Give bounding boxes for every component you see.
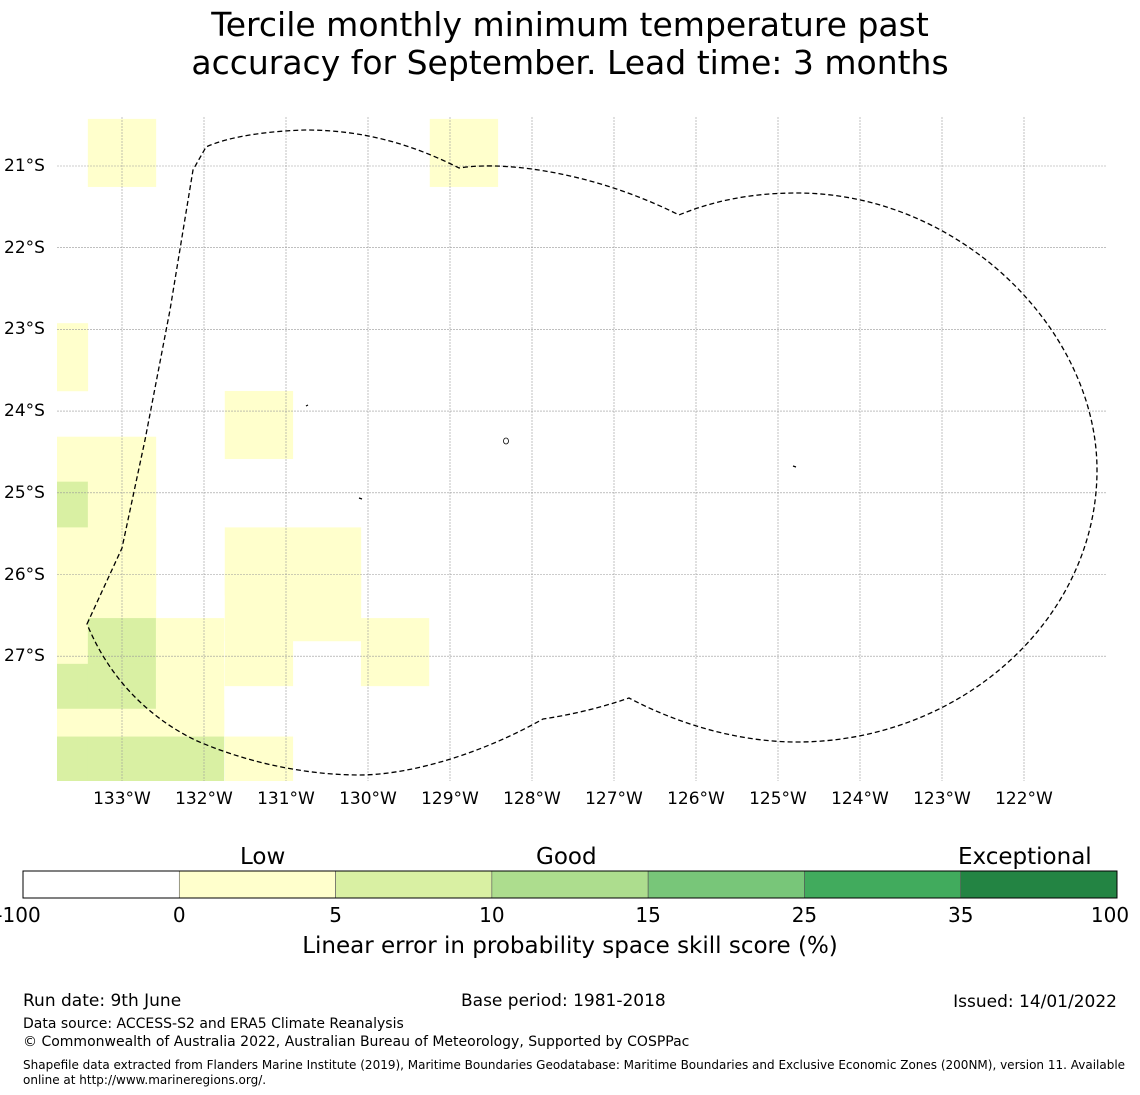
latitude-label: 26°S [4, 564, 45, 585]
colorbar-tick-label: 0 [172, 903, 186, 927]
latitude-label: 25°S [4, 482, 45, 503]
latitude-label: 22°S [4, 237, 45, 258]
colorbar-tick-label: -100 [0, 903, 41, 927]
colorbar-category-good: Good [536, 844, 597, 870]
colorbar-category-low: Low [240, 844, 286, 870]
colorbar-tick-label: 15 [635, 903, 661, 927]
heatmap-cell [224, 736, 294, 781]
heatmap-cells [57, 118, 499, 781]
colorbar-border [22, 870, 1118, 899]
issued-date: Issued: 14/01/2022 [953, 992, 1117, 1012]
colorbar-segment [178, 870, 336, 899]
colorbar-segment [335, 870, 493, 899]
colorbar-segment [804, 870, 962, 899]
colorbar-segment [491, 870, 649, 899]
copyright: © Commonwealth of Australia 2022, Austra… [23, 1034, 690, 1050]
heatmap-cell [57, 736, 89, 781]
island-shape [305, 404, 309, 407]
longitude-label: 130°W [339, 789, 397, 809]
title-line-1: Tercile monthly minimum temperature past [211, 5, 929, 44]
longitude-label: 128°W [503, 789, 561, 809]
colorbar-tick-label: 10 [479, 903, 505, 927]
colorbar-category-exceptional: Exceptional [958, 844, 1092, 870]
heatmap-cell [87, 736, 157, 781]
heatmap-cell [224, 390, 294, 460]
shapefile-credit: Shapefile data extracted from Flanders M… [23, 1058, 1126, 1087]
colorbar-label: Linear error in probability space skill … [302, 933, 838, 959]
longitude-label: 124°W [831, 789, 889, 809]
colorbar-tick-label: 5 [329, 903, 342, 927]
run-date: Run date: 9th June [23, 991, 182, 1011]
longitude-label: 123°W [913, 789, 971, 809]
colorbar-tick-label: 35 [947, 903, 974, 927]
heatmap-cell [360, 618, 430, 687]
latitude-label: 23°S [4, 319, 45, 340]
islands [305, 404, 797, 500]
heatmap-cell [292, 573, 362, 642]
colorbar [22, 870, 1118, 899]
latitude-label: 24°S [4, 401, 45, 422]
island-shape [792, 465, 797, 468]
chart-title: Tercile monthly minimum temperature past… [0, 6, 1140, 82]
longitude-label: 132°W [175, 789, 233, 809]
heatmap-cell [224, 618, 294, 687]
longitude-label: 122°W [995, 789, 1053, 809]
data-source: Data source: ACCESS-S2 and ERA5 Climate … [23, 1016, 404, 1032]
latitude-label: 21°S [4, 156, 45, 176]
longitude-label: 126°W [667, 789, 725, 809]
base-period: Base period: 1981-2018 [461, 991, 666, 1011]
graticule [57, 117, 1106, 781]
island-shape [358, 497, 363, 500]
colorbar-tick-label: 25 [791, 903, 818, 927]
colorbar-segment [22, 870, 180, 899]
island-shape [503, 437, 509, 445]
longitude-label: 131°W [257, 789, 315, 809]
heatmap-cell [429, 118, 499, 187]
latitude-label: 27°S [4, 646, 45, 667]
colorbar-segment [647, 870, 805, 899]
colorbar-segment [960, 870, 1118, 899]
longitude-label: 125°W [749, 789, 807, 809]
longitude-label: 133°W [93, 789, 151, 809]
heatmap-cell [57, 323, 89, 392]
eez-boundary-line [86, 129, 1098, 776]
longitude-label: 127°W [585, 789, 643, 809]
colorbar-tick-label: 100 [1090, 903, 1130, 927]
heatmap-cell [155, 736, 225, 781]
title-line-2: accuracy for September. Lead time: 3 mon… [191, 43, 949, 82]
longitude-label: 129°W [421, 789, 479, 809]
